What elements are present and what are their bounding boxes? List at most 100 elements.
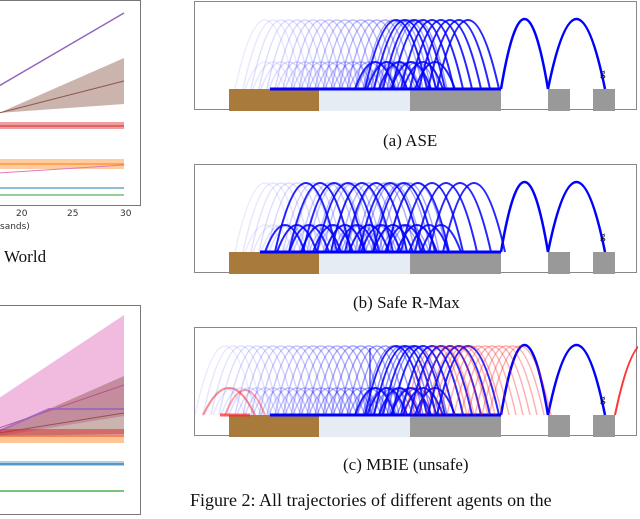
trajectory-arc bbox=[324, 387, 366, 416]
trajectory-arc bbox=[276, 61, 318, 90]
trajectory-arc bbox=[202, 387, 256, 416]
trajectory-arc bbox=[276, 224, 318, 253]
trajectory-arc bbox=[234, 19, 296, 90]
trajectory-arc bbox=[218, 345, 280, 416]
trajectory-arc bbox=[391, 19, 455, 90]
trajectory-arc bbox=[481, 345, 545, 416]
trajectory-arc bbox=[330, 182, 394, 253]
stone-block bbox=[410, 89, 501, 111]
trajectory-arc bbox=[300, 387, 342, 416]
trajectory-arc bbox=[338, 345, 400, 416]
purple-line bbox=[0, 408, 124, 432]
trajectory-arc bbox=[453, 345, 517, 416]
trajectory-arc bbox=[402, 61, 444, 90]
trajectory-arc bbox=[427, 19, 491, 90]
goal-label: g bbox=[600, 393, 606, 405]
trajectory-arc bbox=[300, 224, 342, 253]
goal-label: g bbox=[600, 67, 606, 79]
trajectory-arc bbox=[282, 182, 344, 253]
trajectory-arc bbox=[308, 61, 350, 90]
trajectory-arc bbox=[439, 345, 503, 416]
trajectory-arc bbox=[314, 345, 376, 416]
trajectory-arc bbox=[378, 61, 420, 90]
trajectory-arc bbox=[322, 345, 384, 416]
trajectory-arc bbox=[411, 345, 475, 416]
trajectory-arc bbox=[258, 19, 320, 90]
trajectory-arc bbox=[418, 19, 482, 90]
trajectory-arc bbox=[292, 61, 334, 90]
trajectory-arc bbox=[546, 344, 607, 416]
x-tick: 20 bbox=[16, 209, 28, 219]
trajectory-arc bbox=[384, 224, 426, 253]
trajectory-arc bbox=[400, 345, 464, 416]
trajectory-panel-safe-rmax: g bbox=[194, 164, 637, 274]
x-tick: 25 bbox=[67, 209, 79, 219]
trajectory-arc bbox=[242, 19, 304, 90]
brown-band bbox=[0, 58, 124, 113]
trajectory-arc bbox=[274, 182, 338, 253]
trajectory-arc bbox=[364, 345, 428, 416]
dirt-block bbox=[229, 89, 319, 111]
panel-caption: (c) MBIE (unsafe) bbox=[343, 455, 469, 474]
trajectory-arc bbox=[378, 387, 420, 416]
trajectory-arc bbox=[308, 387, 350, 416]
x-tick: 30 bbox=[120, 209, 132, 219]
trajectory-arc bbox=[244, 61, 286, 90]
stone-block bbox=[410, 252, 501, 274]
trajectory-arc bbox=[400, 19, 464, 90]
dirt-block bbox=[229, 252, 319, 274]
trajectory-arc bbox=[242, 345, 304, 416]
trajectory-arc bbox=[402, 387, 444, 416]
trajectory-arc bbox=[396, 224, 438, 253]
trajectory-arc bbox=[432, 345, 496, 416]
trajectory-arc bbox=[427, 345, 491, 416]
trajectory-arc bbox=[373, 345, 437, 416]
trajectory-arc bbox=[372, 182, 436, 253]
trajectory-arc bbox=[288, 182, 352, 253]
goal-label: g bbox=[600, 230, 606, 242]
left-bottom-chart bbox=[0, 305, 141, 515]
trajectory-arc bbox=[266, 19, 328, 90]
trajectory-arc bbox=[446, 345, 510, 416]
trajectory-arc bbox=[614, 345, 638, 416]
trajectory-arc bbox=[364, 19, 428, 90]
stone-block bbox=[593, 89, 615, 111]
trajectory-arc bbox=[290, 345, 352, 416]
trajectory-arc bbox=[266, 345, 328, 416]
trajectory-arc bbox=[499, 18, 550, 90]
trajectory-arc bbox=[258, 345, 320, 416]
ice-block bbox=[319, 89, 410, 111]
trajectory-arc bbox=[360, 224, 402, 253]
trajectory-arc bbox=[546, 18, 607, 90]
trajectory-arc bbox=[224, 389, 266, 416]
trajectory-arc bbox=[391, 345, 455, 416]
left-top-chart bbox=[0, 0, 141, 206]
pink-band bbox=[0, 315, 124, 436]
trajectory-arc bbox=[292, 387, 334, 416]
trajectory-arc bbox=[250, 182, 312, 253]
trajectory-arc bbox=[400, 182, 464, 253]
ice-block bbox=[319, 415, 410, 437]
trajectory-arc bbox=[298, 345, 360, 416]
trajectory-arc bbox=[354, 61, 396, 90]
trajectory-arc bbox=[354, 387, 396, 416]
trajectory-arc bbox=[316, 61, 358, 90]
trajectory-arc bbox=[330, 19, 392, 90]
trajectory-arc bbox=[250, 345, 312, 416]
trajectory-arc bbox=[234, 182, 296, 253]
trajectory-arc bbox=[414, 61, 456, 90]
panel-caption: (a) ASE bbox=[383, 131, 438, 150]
trajectory-arc bbox=[382, 345, 446, 416]
trajectory-arc bbox=[409, 19, 473, 90]
trajectory-arc bbox=[324, 224, 366, 253]
trajectory-arc bbox=[373, 19, 437, 90]
trajectory-arc bbox=[298, 19, 360, 90]
trajectory-arc bbox=[488, 345, 552, 416]
trajectory-arc bbox=[390, 387, 432, 416]
trajectory-arc bbox=[336, 224, 378, 253]
trajectory-arc bbox=[546, 181, 607, 253]
trajectory-arc bbox=[220, 387, 262, 416]
trajectory-arc bbox=[282, 19, 344, 90]
trajectory-arc bbox=[428, 182, 492, 253]
orange-band bbox=[0, 435, 124, 443]
